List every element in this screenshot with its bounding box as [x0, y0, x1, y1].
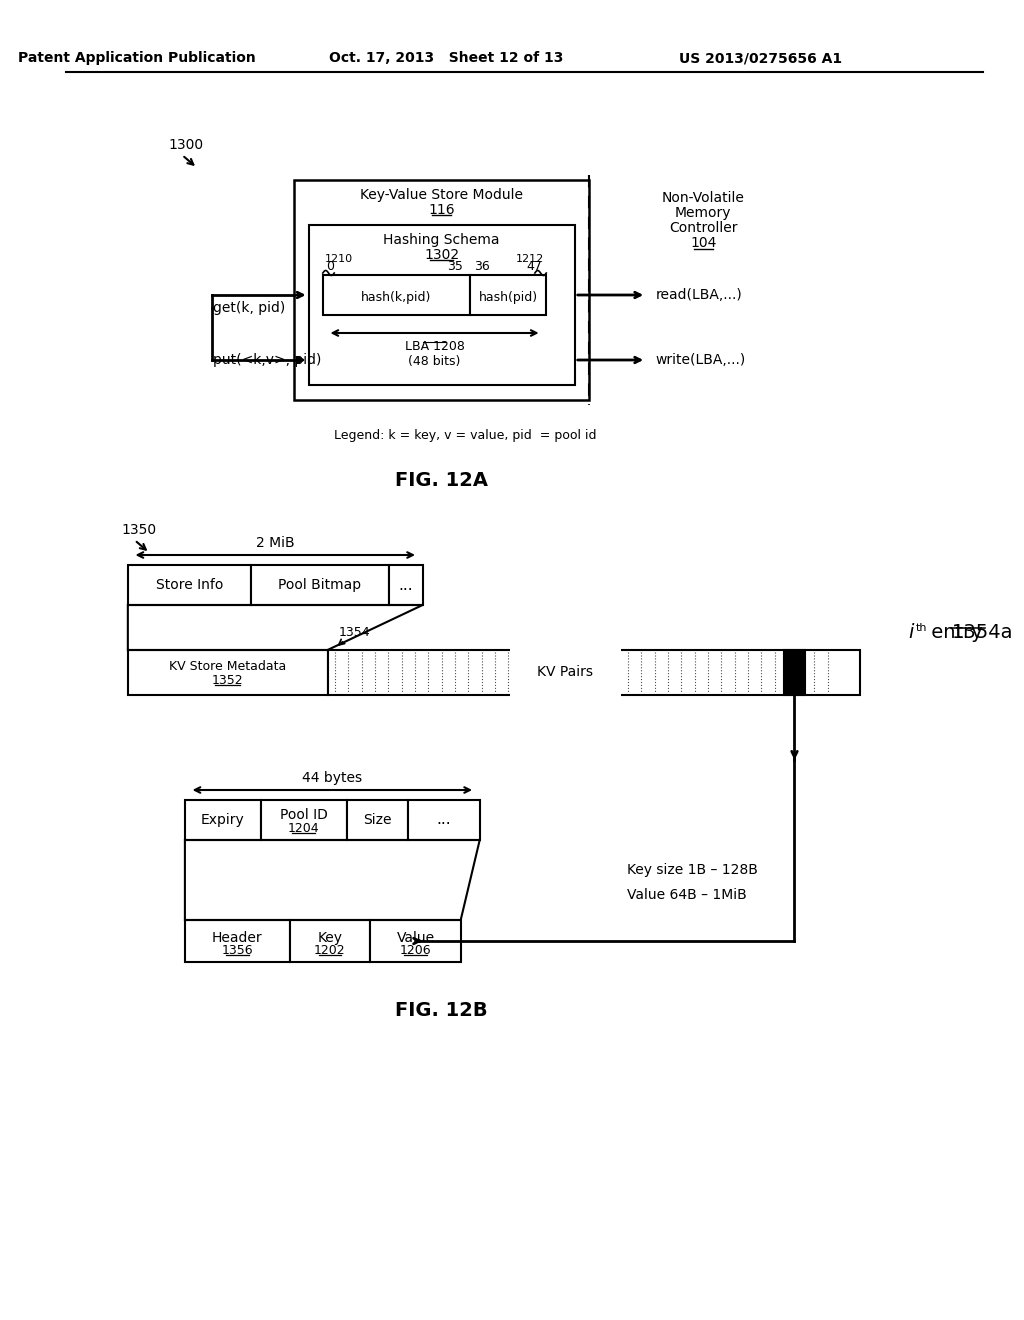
- Text: Value 64B – 1MiB: Value 64B – 1MiB: [627, 888, 746, 902]
- Text: 1354a: 1354a: [951, 623, 1013, 642]
- Text: hash(pid): hash(pid): [478, 292, 538, 305]
- Text: Expiry: Expiry: [201, 813, 245, 828]
- Text: 1354: 1354: [339, 626, 371, 639]
- Text: Value: Value: [396, 931, 434, 945]
- Text: Size: Size: [364, 813, 392, 828]
- Text: 1352: 1352: [212, 673, 244, 686]
- Text: LBA 1208: LBA 1208: [404, 341, 465, 354]
- Text: 116: 116: [428, 203, 455, 216]
- Bar: [185, 800, 261, 840]
- Bar: [346, 800, 409, 840]
- Text: 36: 36: [474, 260, 489, 273]
- Text: 1204: 1204: [288, 821, 319, 834]
- Bar: [470, 275, 546, 315]
- Text: 1350: 1350: [121, 523, 157, 537]
- Text: hash(k,pid): hash(k,pid): [361, 292, 432, 305]
- Text: 1356: 1356: [221, 944, 253, 957]
- Text: 47: 47: [526, 260, 543, 273]
- Text: Oct. 17, 2013   Sheet 12 of 13: Oct. 17, 2013 Sheet 12 of 13: [330, 51, 563, 65]
- Bar: [389, 565, 423, 605]
- Text: ...: ...: [437, 813, 452, 828]
- Text: 35: 35: [446, 260, 463, 273]
- Bar: [328, 649, 860, 696]
- Text: (48 bits): (48 bits): [409, 355, 461, 367]
- Bar: [252, 565, 389, 605]
- Text: Key-Value Store Module: Key-Value Store Module: [360, 187, 523, 202]
- Bar: [290, 920, 371, 962]
- Text: i: i: [908, 623, 914, 642]
- Bar: [409, 800, 479, 840]
- Text: 1206: 1206: [399, 944, 431, 957]
- Text: read(LBA,...): read(LBA,...): [655, 288, 742, 302]
- Bar: [185, 920, 290, 962]
- Text: FIG. 12A: FIG. 12A: [395, 470, 488, 490]
- Text: KV Store Metadata: KV Store Metadata: [169, 660, 287, 672]
- Text: 104: 104: [690, 236, 717, 249]
- Text: th: th: [916, 623, 928, 634]
- Text: 1202: 1202: [314, 944, 346, 957]
- Text: US 2013/0275656 A1: US 2013/0275656 A1: [679, 51, 842, 65]
- Text: 1302: 1302: [424, 248, 459, 261]
- Bar: [261, 800, 346, 840]
- Bar: [128, 565, 252, 605]
- Bar: [128, 649, 328, 696]
- Bar: [371, 920, 461, 962]
- Text: FIG. 12B: FIG. 12B: [395, 1001, 488, 1019]
- Text: Pool Bitmap: Pool Bitmap: [279, 578, 361, 591]
- Text: Patent Application Publication: Patent Application Publication: [18, 51, 256, 65]
- Text: Non-Volatile: Non-Volatile: [662, 191, 744, 205]
- Bar: [308, 224, 574, 385]
- Text: Pool ID: Pool ID: [280, 808, 328, 822]
- Bar: [294, 180, 589, 400]
- Text: 1300: 1300: [169, 139, 204, 152]
- Text: put(<k,v>, pid): put(<k,v>, pid): [213, 352, 322, 367]
- Text: Memory: Memory: [675, 206, 731, 220]
- Text: get(k, pid): get(k, pid): [213, 301, 286, 315]
- Text: ...: ...: [398, 578, 413, 593]
- Text: write(LBA,...): write(LBA,...): [655, 352, 745, 367]
- Text: Controller: Controller: [669, 220, 737, 235]
- Text: Hashing Schema: Hashing Schema: [383, 234, 500, 247]
- Text: Legend: k = key, v = value, pid  = pool id: Legend: k = key, v = value, pid = pool i…: [334, 429, 597, 441]
- Text: entry: entry: [925, 623, 989, 642]
- Text: Store Info: Store Info: [156, 578, 223, 591]
- Text: Key size 1B – 128B: Key size 1B – 128B: [627, 863, 758, 876]
- Text: 44 bytes: 44 bytes: [302, 771, 362, 785]
- Bar: [323, 275, 470, 315]
- Text: Header: Header: [212, 931, 262, 945]
- Text: 0: 0: [327, 260, 335, 273]
- Text: Key: Key: [317, 931, 342, 945]
- Text: 1210: 1210: [325, 253, 353, 264]
- Text: 2 MiB: 2 MiB: [256, 536, 295, 550]
- Bar: [784, 649, 805, 696]
- Text: 1212: 1212: [516, 253, 545, 264]
- Text: KV Pairs: KV Pairs: [538, 665, 593, 680]
